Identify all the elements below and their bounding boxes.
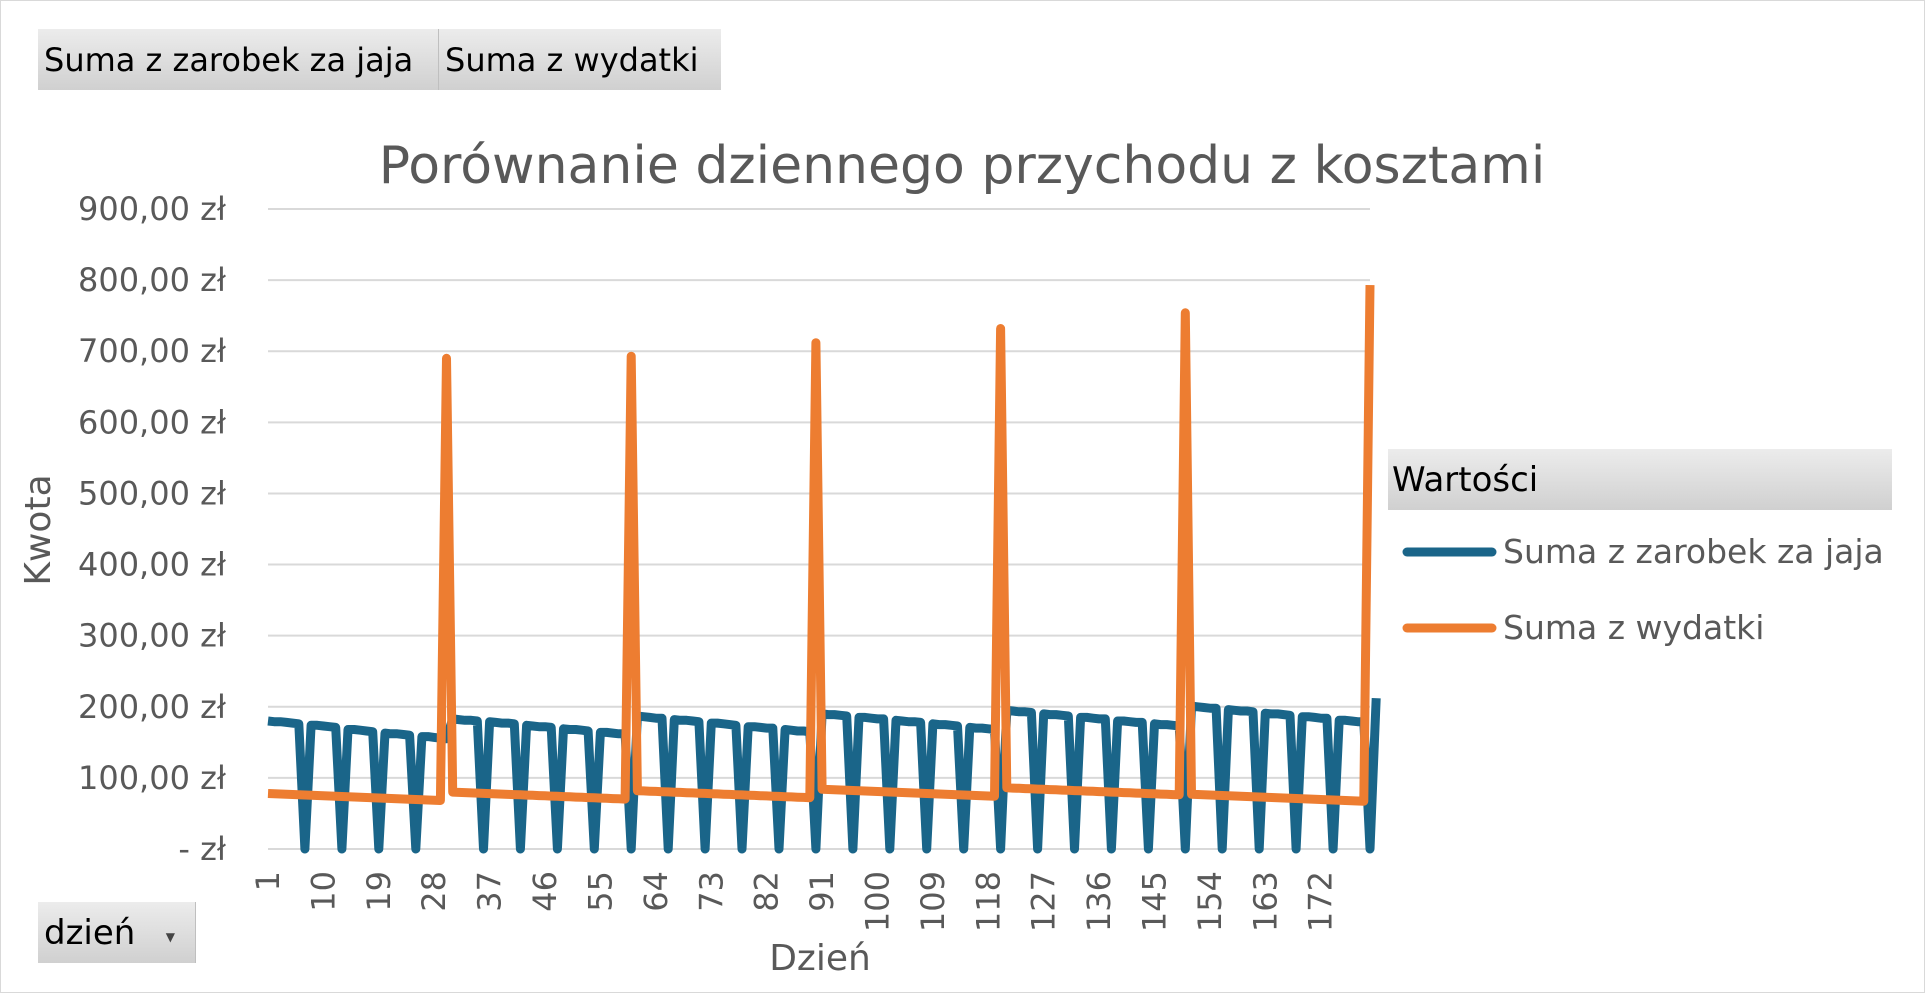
x-tick-label: 172 — [1302, 871, 1340, 932]
x-tick-label: 163 — [1246, 871, 1284, 932]
y-tick-label: 300,00 zł — [78, 617, 227, 655]
row-field-label: dzień — [44, 912, 136, 953]
y-tick-label: 900,00 zł — [78, 190, 227, 228]
y-axis-ticks: - zł 100,00 zł 200,00 zł 300,00 zł 400,00 zł… — [78, 190, 227, 868]
dropdown-arrow-icon: ▼ — [165, 930, 175, 944]
x-tick-label: 10 — [304, 871, 342, 912]
y-tick-label: 500,00 zł — [78, 474, 227, 512]
x-tick-label: 82 — [748, 871, 786, 912]
y-tick-label: 200,00 zł — [78, 688, 227, 726]
row-field-button-day[interactable]: dzień ▼ — [38, 902, 196, 963]
y-tick-label: 800,00 zł — [78, 261, 227, 299]
value-field-button-expenses[interactable]: Suma z wydatki — [439, 29, 721, 90]
x-tick-label: 73 — [692, 871, 730, 912]
x-tick-label: 145 — [1136, 871, 1174, 932]
x-tick-label: 19 — [360, 871, 398, 912]
legend: Suma z zarobek za jaja Suma z wydatki — [1402, 532, 1884, 647]
x-axis-ticks: 1 10 19 28 37 46 55 64 73 82 91 100 109 118 127 136 145 1… — [249, 871, 1340, 932]
chart-title: Porównanie dziennego przychodu z kosztam… — [379, 136, 1546, 196]
legend-label-income: Suma z zarobek za jaja — [1503, 532, 1884, 571]
x-tick-label: 37 — [471, 871, 509, 912]
x-tick-label: 154 — [1191, 871, 1229, 932]
value-field-button-income[interactable]: Suma z zarobek za jaja — [38, 29, 439, 90]
x-tick-label: 100 — [858, 871, 896, 932]
y-tick-label: - zł — [178, 830, 227, 868]
y-tick-label: 600,00 zł — [78, 403, 227, 441]
x-tick-label: 91 — [803, 871, 841, 912]
legend-field-header[interactable]: Wartości — [1388, 449, 1892, 510]
y-tick-label: 400,00 zł — [78, 546, 227, 584]
y-tick-label: 700,00 zł — [78, 332, 227, 370]
x-tick-label: 46 — [526, 871, 564, 912]
x-tick-label: 1 — [249, 871, 287, 891]
y-tick-label: 100,00 zł — [78, 759, 227, 797]
x-tick-label: 28 — [415, 871, 453, 912]
series-lines — [267, 285, 1381, 854]
x-tick-label: 109 — [914, 871, 952, 932]
series-line-expenses — [267, 285, 1375, 806]
legend-label-expenses: Suma z wydatki — [1503, 608, 1764, 647]
x-tick-label: 55 — [581, 871, 619, 912]
x-tick-label: 136 — [1080, 871, 1118, 932]
y-axis-label: Kwota — [18, 474, 59, 585]
x-tick-label: 118 — [969, 871, 1007, 932]
x-axis-label: Dzień — [769, 938, 871, 979]
x-tick-label: 64 — [637, 871, 675, 912]
x-tick-label: 127 — [1025, 871, 1063, 932]
